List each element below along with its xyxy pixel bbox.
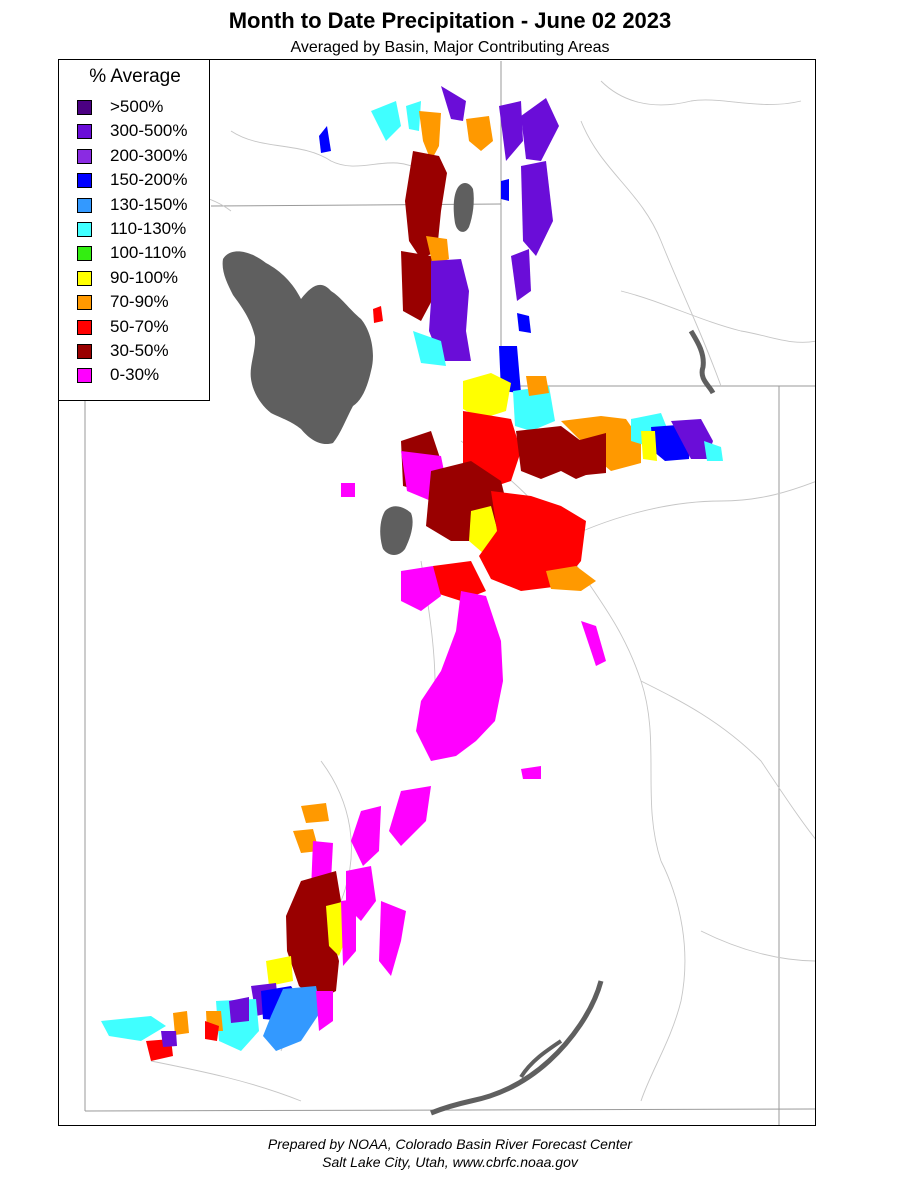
legend-title: % Average: [89, 66, 181, 87]
lake-powell-arm: [519, 1039, 563, 1079]
basin-area-0-30-: [341, 483, 355, 497]
legend-swatch: [77, 270, 92, 286]
legend-swatch: [77, 246, 92, 262]
legend-swatch: [77, 197, 92, 213]
basin-area-300-500-: [671, 419, 713, 459]
legend-label: 30-50%: [110, 341, 169, 360]
basin-area-50-70-: [433, 561, 486, 601]
basin-area-110-130-: [513, 386, 555, 431]
bear-lake: [453, 183, 474, 232]
precipitation-map[interactable]: [58, 59, 816, 1126]
legend-swatch: [77, 368, 92, 384]
legend-swatch: [77, 319, 92, 335]
basin-area-110-130-: [413, 331, 446, 366]
basin-area-110-130-: [704, 441, 723, 461]
basin-area-0-30-: [379, 901, 406, 976]
basin-area-110-130-: [101, 1016, 166, 1041]
basin-area-30-50-: [286, 871, 341, 1001]
map-subtitle: Averaged by Basin, Major Contributing Ar…: [290, 39, 610, 56]
lakes-layer: [222, 183, 716, 1116]
basin-area-70-90-: [466, 116, 493, 151]
flaming-gorge: [688, 329, 716, 395]
basin-area-130-150-: [263, 986, 321, 1051]
basin-area-30-50-: [576, 433, 606, 475]
legend-label: 50-70%: [110, 316, 169, 336]
basin-area-300-500-: [499, 101, 523, 161]
basin-area-300-500-: [441, 86, 466, 121]
legend-swatch: [77, 124, 92, 140]
lake-powell: [430, 980, 604, 1116]
basins-layer: [101, 86, 723, 1061]
map-title: Month to Date Precipitation - June 02 20…: [228, 8, 672, 33]
basin-area-70-90-: [426, 236, 449, 266]
basin-area-0-30-: [581, 621, 606, 666]
basin-area-70-90-: [173, 1011, 189, 1035]
basin-area-0-30-: [401, 566, 441, 611]
legend-label: 0-30%: [110, 365, 160, 385]
legend-label: 90-100%: [110, 267, 179, 287]
legend-swatch: [77, 222, 92, 237]
basin-area-150-200-: [319, 126, 331, 153]
legend-swatch: [77, 148, 92, 164]
basin-area-50-70-: [479, 491, 586, 591]
basin-area-0-30-: [351, 806, 381, 866]
basin-area-0-30-: [316, 991, 333, 1031]
legend-swatch: [77, 344, 92, 359]
basin-area-300-500-: [521, 98, 559, 161]
map-canvas: [84, 61, 815, 1125]
basin-area-110-130-: [371, 101, 401, 141]
boundary-lines: [84, 61, 815, 1125]
basin-area-110-130-: [406, 101, 421, 131]
legend-swatch: [77, 100, 92, 115]
legend-label: 70-90%: [110, 292, 169, 312]
basin-area-0-30-: [521, 766, 541, 779]
legend-label: 110-130%: [110, 219, 187, 238]
state-line-arizona: [84, 1108, 815, 1112]
legend-label: 130-150%: [110, 194, 188, 214]
legend-swatch: [77, 173, 92, 189]
legend-label: 100-110%: [110, 243, 187, 263]
basin-area-90-100-: [463, 373, 511, 419]
legend-label: 300-500%: [110, 121, 188, 141]
basin-area-70-90-: [301, 803, 329, 823]
basin-area-50-70-: [205, 1021, 219, 1041]
basin-area-300-500-: [229, 997, 249, 1023]
basin-area-30-50-: [405, 151, 447, 259]
legend-label: >500%: [110, 97, 164, 116]
great-salt-lake: [222, 251, 373, 445]
legend-swatch: [77, 295, 92, 311]
basin-area-50-70-: [373, 306, 383, 323]
basin-area-70-90-: [293, 829, 319, 853]
legend-label: 150-200%: [110, 170, 188, 190]
basin-area-30-50-: [516, 426, 596, 479]
state-line-idaho: [210, 203, 502, 207]
basin-area-300-500-: [511, 249, 531, 301]
basin-area-70-90-: [419, 111, 441, 161]
basin-area-300-500-: [161, 1031, 177, 1047]
basin-area-300-500-: [429, 259, 471, 361]
footer-location: Salt Lake City, Utah, www.cbrfc.noaa.gov: [322, 1154, 578, 1170]
basin-area-300-500-: [521, 161, 553, 256]
basin-area-70-90-: [546, 566, 596, 591]
basin-area-0-30-: [341, 899, 356, 966]
footer-credit: Prepared by NOAA, Colorado Basin River F…: [267, 1136, 633, 1152]
legend-label: 200-300%: [110, 145, 188, 165]
legend-box: % Average >500% 300-500% 200-300% 150-200% 1…: [58, 59, 210, 401]
basin-area-150-200-: [501, 179, 509, 201]
basin-area-70-90-: [526, 376, 549, 396]
basin-area-150-200-: [517, 313, 531, 333]
basin-area-90-100-: [641, 431, 657, 461]
basin-area-0-30-: [416, 591, 503, 761]
basin-area-0-30-: [389, 786, 431, 846]
utah-lake: [380, 506, 413, 555]
basin-area-30-50-: [401, 251, 437, 321]
basin-area-90-100-: [266, 956, 293, 986]
